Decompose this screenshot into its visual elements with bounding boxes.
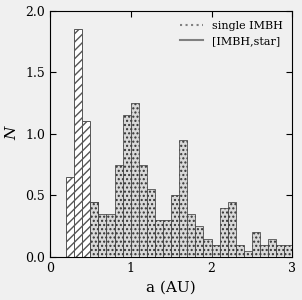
Bar	[284, 245, 292, 257]
Bar	[252, 232, 260, 257]
Bar	[139, 165, 147, 257]
Bar	[244, 251, 252, 257]
Bar	[187, 214, 195, 257]
Bar	[90, 202, 98, 257]
Bar	[212, 245, 220, 257]
Bar	[114, 238, 123, 257]
Bar	[171, 195, 179, 257]
Bar	[98, 214, 106, 257]
Bar	[204, 238, 212, 257]
Bar	[195, 226, 204, 257]
Bar	[171, 251, 179, 257]
Bar	[82, 122, 90, 257]
Bar	[106, 214, 114, 257]
Bar	[147, 189, 155, 257]
Bar	[260, 245, 268, 257]
Bar	[220, 208, 228, 257]
Bar	[268, 238, 276, 257]
Bar	[106, 232, 114, 257]
Bar	[114, 165, 123, 257]
Bar	[163, 220, 171, 257]
Bar	[123, 245, 131, 257]
Bar	[163, 245, 171, 257]
Bar	[74, 29, 82, 257]
Bar	[236, 245, 244, 257]
Bar	[131, 220, 139, 257]
Bar	[66, 177, 74, 257]
Bar	[90, 202, 98, 257]
Bar	[179, 140, 187, 257]
Bar	[131, 103, 139, 257]
Bar	[228, 202, 236, 257]
X-axis label: a (AU): a (AU)	[146, 280, 196, 294]
Bar	[155, 245, 163, 257]
Bar	[98, 220, 106, 257]
Bar	[155, 220, 163, 257]
Y-axis label: N: N	[5, 127, 20, 140]
Bar	[276, 245, 284, 257]
Legend: single IMBH, [IMBH,star]: single IMBH, [IMBH,star]	[176, 16, 287, 51]
Bar	[139, 226, 147, 257]
Bar	[123, 115, 131, 257]
Bar	[147, 232, 155, 257]
